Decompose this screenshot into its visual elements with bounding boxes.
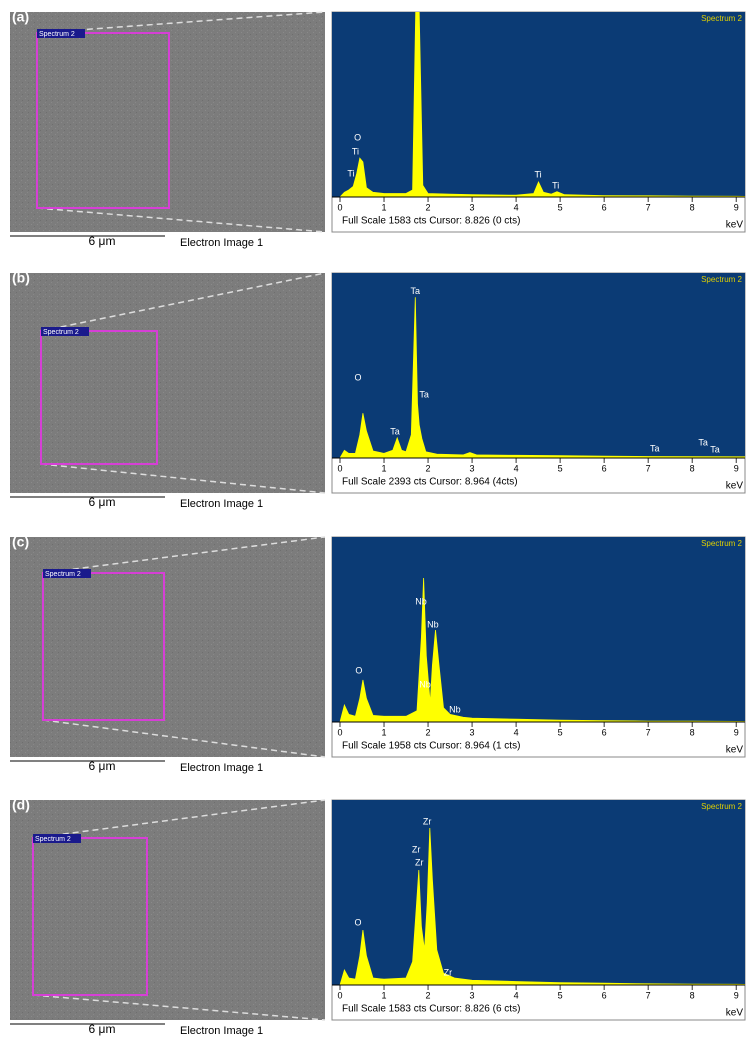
x-axis-label: keV <box>726 481 744 492</box>
x-tick-label: 3 <box>470 463 475 473</box>
peak-label: Nb <box>419 679 431 689</box>
box-label: Spectrum 2 <box>35 836 71 843</box>
footer: Full Scale 2393 cts Cursor: 8.964 (4cts) <box>342 477 518 488</box>
x-tick-label: 4 <box>514 463 519 473</box>
peak-label: Ta <box>411 286 421 296</box>
x-tick-label: 2 <box>426 463 431 473</box>
x-axis-label: keV <box>726 220 744 231</box>
peak-label: Ta <box>650 443 660 453</box>
x-tick-label: 9 <box>734 463 739 473</box>
x-tick-label: 9 <box>734 202 739 212</box>
spectrum-label: Spectrum 2 <box>701 539 742 548</box>
x-tick-label: 8 <box>690 202 695 212</box>
x-tick-label: 5 <box>558 202 563 212</box>
x-tick-label: 6 <box>602 202 607 212</box>
spectrum-label: Spectrum 2 <box>701 275 742 284</box>
x-tick-label: 6 <box>602 990 607 1000</box>
x-tick-label: 4 <box>514 990 519 1000</box>
spectrum-label: Spectrum 2 <box>701 14 742 23</box>
x-tick-label: 2 <box>426 202 431 212</box>
peak-label: O <box>354 132 361 142</box>
figure: Spectrum 2 (a) 6 μm Electron Image 1 Spectru… <box>0 0 747 1043</box>
x-tick-label: 5 <box>558 463 563 473</box>
x-axis-label: keV <box>726 745 744 756</box>
image-label: Electron Image 1 <box>180 1025 263 1037</box>
peak-label: Zr <box>444 967 453 977</box>
panel-label: (d) <box>12 797 30 813</box>
panel-label: (c) <box>12 534 29 550</box>
peak-label: Ta <box>390 426 400 436</box>
x-tick-label: 1 <box>382 727 387 737</box>
peak-label: O <box>355 665 362 675</box>
x-tick-label: 3 <box>470 727 475 737</box>
x-tick-label: 3 <box>470 990 475 1000</box>
scale-bar-label: 6 μm <box>89 234 116 248</box>
x-axis-label: keV <box>726 1008 744 1019</box>
x-tick-label: 6 <box>602 463 607 473</box>
peak-label: Ti <box>552 180 559 190</box>
peak-label: Ti <box>347 168 354 178</box>
spectrum-background <box>332 800 745 985</box>
x-tick-label: 7 <box>646 990 651 1000</box>
peak-label: Ta <box>419 389 429 399</box>
x-tick-label: 8 <box>690 990 695 1000</box>
x-tick-label: 8 <box>690 727 695 737</box>
x-tick-label: 6 <box>602 727 607 737</box>
peak-label: Ti <box>352 146 359 156</box>
peak-label: Ta <box>698 437 708 447</box>
peak-label: Zr <box>423 816 432 826</box>
footer: Full Scale 1958 cts Cursor: 8.964 (1 cts… <box>342 741 520 752</box>
image-label: Electron Image 1 <box>180 237 263 249</box>
x-tick-label: 0 <box>337 202 342 212</box>
sem-image <box>10 273 325 493</box>
peak-label: Nb <box>415 596 427 606</box>
x-tick-label: 1 <box>382 202 387 212</box>
x-tick-label: 9 <box>734 727 739 737</box>
peak-label: O <box>355 372 362 382</box>
panel-label: (a) <box>12 9 29 25</box>
x-tick-label: 1 <box>382 463 387 473</box>
peak-label: Nb <box>427 619 439 629</box>
panel-label: (b) <box>12 270 30 286</box>
peak-label: O <box>355 917 362 927</box>
x-tick-label: 2 <box>426 990 431 1000</box>
scale-bar-label: 6 μm <box>89 1022 116 1036</box>
peak-label: Zr <box>415 857 424 867</box>
sem-image <box>10 800 325 1020</box>
scale-bar-label: 6 μm <box>89 495 116 509</box>
box-label: Spectrum 2 <box>45 571 81 578</box>
x-tick-label: 5 <box>558 990 563 1000</box>
x-tick-label: 8 <box>690 463 695 473</box>
footer: Full Scale 1583 cts Cursor: 8.826 (6 cts… <box>342 1004 520 1015</box>
scale-bar-label: 6 μm <box>89 759 116 773</box>
x-tick-label: 0 <box>337 990 342 1000</box>
x-tick-label: 7 <box>646 202 651 212</box>
x-tick-label: 2 <box>426 727 431 737</box>
peak-label: Ta <box>710 444 720 454</box>
x-tick-label: 7 <box>646 727 651 737</box>
x-tick-label: 0 <box>337 463 342 473</box>
image-label: Electron Image 1 <box>180 498 263 510</box>
spectrum-label: Spectrum 2 <box>701 802 742 811</box>
x-tick-label: 9 <box>734 990 739 1000</box>
x-tick-label: 0 <box>337 727 342 737</box>
x-tick-label: 1 <box>382 990 387 1000</box>
x-tick-label: 7 <box>646 463 651 473</box>
peak-label: Ti <box>535 169 542 179</box>
box-label: Spectrum 2 <box>39 31 75 38</box>
image-label: Electron Image 1 <box>180 762 263 774</box>
spectrum-background <box>332 537 745 722</box>
footer: Full Scale 1583 cts Cursor: 8.826 (0 cts… <box>342 216 520 227</box>
peak-label: Nb <box>449 704 461 714</box>
x-tick-label: 3 <box>470 202 475 212</box>
box-label: Spectrum 2 <box>43 329 79 336</box>
peak-label: Zr <box>412 844 421 854</box>
x-tick-label: 4 <box>514 202 519 212</box>
sem-image <box>10 12 325 232</box>
x-tick-label: 4 <box>514 727 519 737</box>
x-tick-label: 5 <box>558 727 563 737</box>
